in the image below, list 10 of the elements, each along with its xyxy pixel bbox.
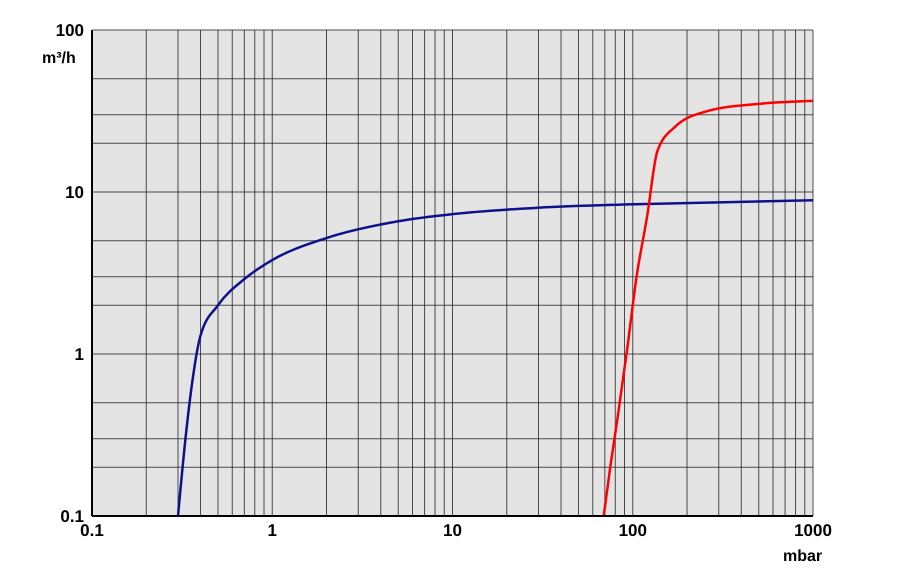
x-tick-label: 10	[443, 521, 462, 540]
x-tick-label: 0.1	[80, 521, 104, 540]
x-tick-label: 1000	[794, 521, 832, 540]
y-tick-label: 100	[56, 21, 84, 40]
x-tick-label: 100	[618, 521, 647, 540]
y-tick-label: 10	[65, 183, 84, 202]
x-axis-title: mbar	[783, 548, 822, 566]
x-tick-label: 1	[268, 521, 277, 540]
y-axis-title: m³/h	[42, 50, 76, 68]
y-tick-label: 1	[74, 345, 84, 364]
